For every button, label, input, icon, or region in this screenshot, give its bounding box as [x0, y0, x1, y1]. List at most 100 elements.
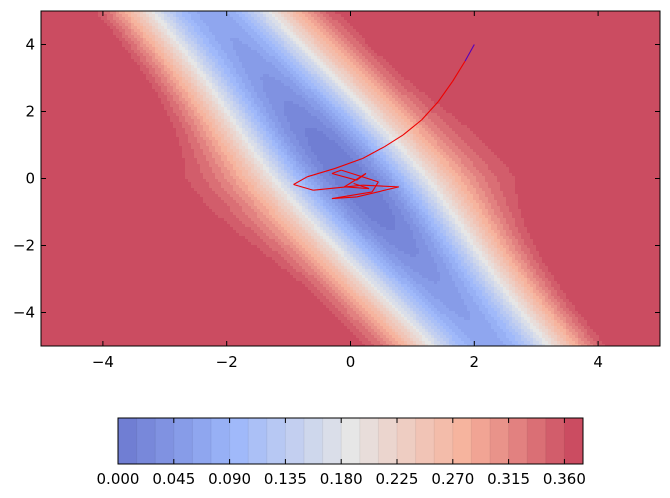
contour-cell [611, 47, 615, 51]
contour-cell [419, 41, 423, 45]
contour-cell [251, 71, 255, 75]
contour-cell [530, 38, 534, 42]
contour-cell [248, 26, 252, 30]
contour-cell [401, 14, 405, 18]
contour-cell [440, 62, 444, 66]
contour-cell [308, 35, 312, 39]
contour-cell [125, 11, 129, 15]
contour-cell [272, 50, 276, 54]
contour-cell [188, 17, 192, 21]
contour-cell [311, 38, 315, 42]
contour-cell [125, 65, 129, 69]
contour-cell [434, 80, 438, 84]
contour-cell [68, 44, 72, 48]
contour-cell [86, 14, 90, 18]
contour-cell [506, 80, 510, 84]
contour-cell [422, 11, 426, 15]
contour-cell [149, 14, 153, 18]
contour-cell [500, 38, 504, 42]
contour-cell [239, 53, 243, 57]
contour-cell [284, 32, 288, 36]
contour-cell [53, 26, 57, 30]
contour-cell [572, 80, 576, 84]
contour-cell [272, 23, 276, 27]
contour-cell [368, 56, 372, 60]
contour-cell [518, 26, 522, 30]
contour-cell [41, 47, 45, 51]
contour-cell [533, 71, 537, 75]
contour-cell [107, 74, 111, 78]
contour-cell [620, 23, 624, 27]
contour-cell [569, 44, 573, 48]
contour-cell [401, 62, 405, 66]
contour-cell [353, 59, 357, 63]
contour-cell [206, 41, 210, 45]
contour-cell [377, 14, 381, 18]
contour-cell [353, 74, 357, 78]
contour-cell [68, 53, 72, 57]
contour-cell [113, 35, 117, 39]
contour-cell [134, 17, 138, 21]
contour-cell [299, 71, 303, 75]
contour-cell [563, 41, 567, 45]
contour-cell [527, 68, 531, 72]
contour-cell [152, 62, 156, 66]
contour-cell [479, 56, 483, 60]
contour-cell [584, 59, 588, 63]
contour-cell [395, 50, 399, 54]
contour-cell [203, 71, 207, 75]
contour-cell [299, 74, 303, 78]
contour-cell [554, 20, 558, 24]
contour-cell [110, 26, 114, 30]
contour-cell [287, 71, 291, 75]
contour-cell [122, 56, 126, 60]
contour-cell [446, 38, 450, 42]
contour-cell [275, 29, 279, 33]
contour-cell [527, 38, 531, 42]
contour-cell [143, 26, 147, 30]
contour-cell [344, 62, 348, 66]
contour-cell [641, 47, 645, 51]
contour-cell [572, 44, 576, 48]
contour-cell [248, 65, 252, 69]
contour-cell [653, 29, 657, 33]
contour-cell [215, 50, 219, 54]
contour-cell [167, 26, 171, 30]
contour-cell [353, 47, 357, 51]
contour-cell [188, 68, 192, 72]
contour-cell [563, 77, 567, 81]
contour-cell [656, 56, 660, 60]
contour-cell [602, 53, 606, 57]
contour-cell [593, 62, 597, 66]
contour-cell [218, 47, 222, 51]
contour-cell [107, 29, 111, 33]
contour-cell [584, 62, 588, 66]
contour-cell [446, 17, 450, 21]
contour-cell [440, 53, 444, 57]
contour-cell [371, 29, 375, 33]
contour-cell [455, 77, 459, 81]
contour-cell [185, 59, 189, 63]
contour-cell [173, 35, 177, 39]
contour-cell [512, 26, 516, 30]
contour-cell [476, 74, 480, 78]
contour-cell [581, 11, 585, 15]
contour-cell [362, 26, 366, 30]
contour-cell [311, 74, 315, 78]
contour-cell [389, 29, 393, 33]
contour-cell [101, 77, 105, 81]
contour-cell [332, 65, 336, 69]
contour-cell [119, 68, 123, 72]
contour-cell [170, 59, 174, 63]
contour-cell [431, 59, 435, 63]
contour-cell [572, 71, 576, 75]
contour-cell [428, 74, 432, 78]
contour-cell [146, 26, 150, 30]
contour-cell [197, 77, 201, 81]
contour-cell [281, 62, 285, 66]
contour-cell [284, 29, 288, 33]
contour-cell [215, 29, 219, 33]
contour-cell [560, 38, 564, 42]
contour-cell [422, 71, 426, 75]
contour-cell [392, 50, 396, 54]
